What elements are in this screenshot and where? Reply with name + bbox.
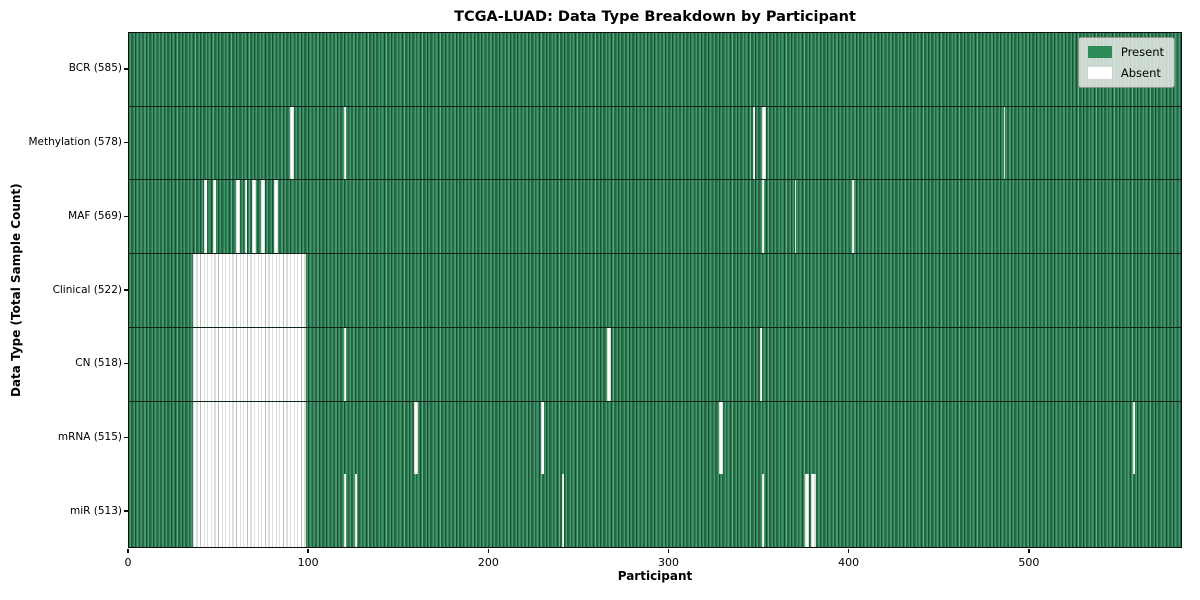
row-Clinical: [128, 253, 1182, 327]
x-tick-mark: [847, 549, 850, 553]
absent-gap: [562, 474, 564, 548]
absent-gap: [344, 106, 346, 180]
absent-gap: [344, 327, 346, 401]
row-Methylation: [128, 105, 1182, 180]
absent-gap: [192, 327, 307, 401]
chart-title: TCGA-LUAD: Data Type Breakdown by Partic…: [454, 9, 856, 25]
x-tick-mark: [667, 549, 670, 553]
legend-label-absent: Absent: [1120, 66, 1161, 80]
absent-gap: [540, 401, 545, 475]
legend-label-present: Present: [1120, 45, 1164, 59]
absent-gap: [252, 180, 256, 254]
absent-gap: [852, 180, 855, 254]
x-tick-label-0: 0: [124, 556, 132, 569]
x-tick-label-200: 200: [477, 556, 499, 569]
legend-item-present: Present: [1087, 45, 1164, 59]
absent-gap: [192, 254, 307, 327]
y-tick-label-mRNA: mRNA (515): [57, 430, 122, 443]
y-tick-label-miR: miR (513): [69, 504, 122, 517]
x-tick-mark: [127, 549, 129, 553]
absent-gap: [718, 401, 723, 475]
y-tick-label-MAF: MAF (569): [68, 209, 122, 222]
y-tick-mark: [123, 141, 128, 144]
absent-gap: [203, 180, 208, 254]
absent-gap: [344, 474, 346, 548]
y-tick-label-CN: CN (518): [75, 357, 122, 370]
legend-swatch-absent-icon: [1087, 67, 1112, 79]
absent-gap: [753, 106, 755, 180]
absent-gap: [760, 327, 763, 401]
legend: Present Absent: [1077, 37, 1175, 88]
y-tick-label-BCR: BCR (585): [68, 62, 122, 75]
x-tick-label-400: 400: [838, 556, 860, 569]
x-tick-label-500: 500: [1018, 556, 1040, 569]
x-tick-label-100: 100: [297, 556, 319, 569]
absent-gap: [261, 180, 265, 254]
row-MAF: [128, 179, 1182, 254]
absent-gap: [290, 106, 294, 180]
absent-gap: [607, 327, 611, 401]
absent-gap: [245, 180, 247, 254]
absent-gap: [192, 401, 307, 475]
plot-area: Present Absent: [128, 32, 1182, 548]
absent-gap: [212, 180, 217, 254]
y-tick-mark: [123, 215, 128, 217]
x-tick-label-300: 300: [658, 556, 679, 569]
legend-item-absent: Absent: [1087, 66, 1164, 80]
y-tick-label-Methylation: Methylation (578): [28, 136, 122, 149]
y-tick-mark: [123, 68, 128, 70]
absent-gap: [762, 180, 764, 254]
absent-gap: [794, 180, 797, 254]
absent-gap: [192, 474, 307, 548]
absent-gap: [810, 474, 817, 548]
absent-gap: [805, 474, 810, 548]
absent-gap: [273, 180, 278, 254]
legend-swatch-present-icon: [1087, 46, 1112, 58]
absent-gap: [762, 106, 766, 180]
absent-gap: [355, 474, 357, 548]
y-tick-mark: [123, 436, 128, 439]
x-axis-title: Participant: [617, 569, 693, 583]
x-tick-mark: [307, 549, 309, 553]
y-tick-mark: [123, 510, 128, 512]
absent-gap: [414, 401, 419, 475]
row-CN: [128, 326, 1182, 401]
x-tick-mark: [487, 549, 490, 553]
absent-gap: [762, 474, 764, 548]
absent-gap: [1003, 106, 1006, 180]
absent-gap: [236, 180, 240, 254]
row-mRNA: [128, 400, 1182, 475]
y-tick-mark: [123, 363, 128, 365]
row-miR: [128, 474, 1182, 548]
row-BCR: [128, 32, 1182, 106]
x-tick-mark: [1028, 549, 1030, 553]
y-tick-mark: [123, 289, 128, 291]
y-tick-label-Clinical: Clinical (522): [52, 283, 122, 296]
absent-gap: [1133, 401, 1136, 475]
